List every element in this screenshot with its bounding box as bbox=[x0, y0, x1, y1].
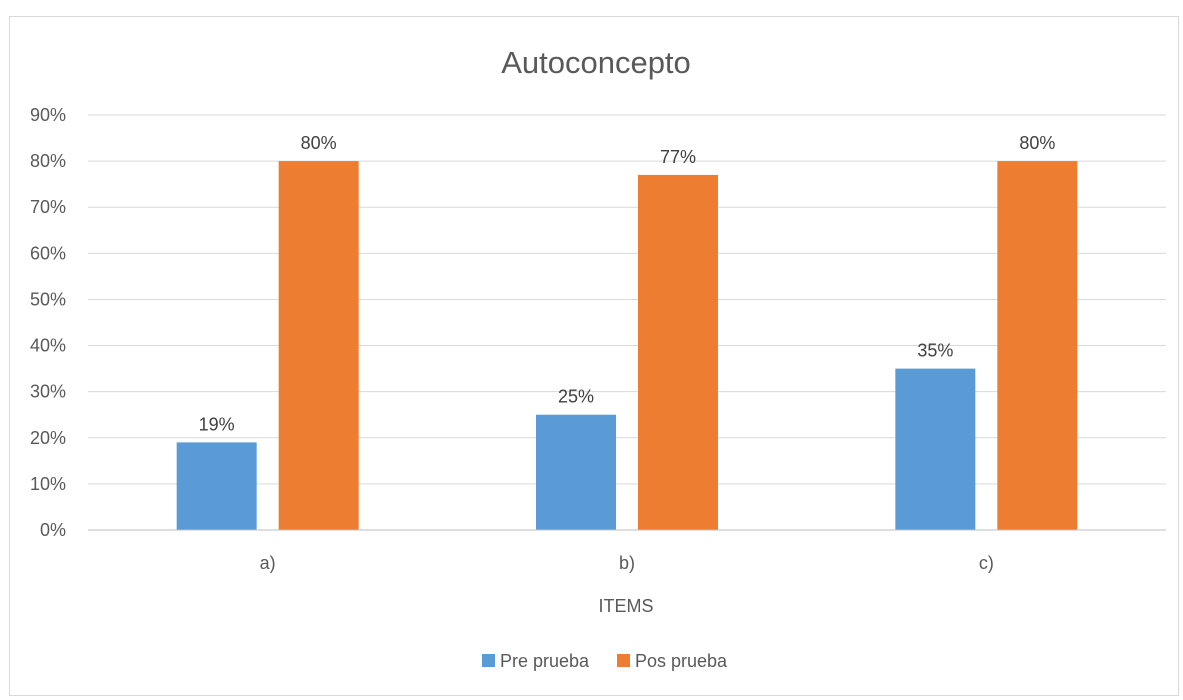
y-tick-label: 90% bbox=[30, 105, 66, 125]
data-label: 25% bbox=[558, 387, 594, 407]
bar-pos-prueba bbox=[278, 161, 359, 530]
x-tick-label: a) bbox=[260, 553, 276, 573]
chart-title: Autoconcepto bbox=[501, 45, 691, 80]
y-tick-label: 0% bbox=[40, 520, 66, 540]
y-tick-label: 10% bbox=[30, 474, 66, 494]
legend-swatch bbox=[617, 654, 630, 667]
y-tick-label: 60% bbox=[30, 243, 66, 263]
bars: 19% 80% 25% 77% 35% 80% bbox=[176, 133, 1078, 530]
data-label: 19% bbox=[199, 414, 235, 434]
data-label: 80% bbox=[1019, 133, 1055, 153]
y-tick-label: 40% bbox=[30, 336, 66, 356]
x-tick-label: b) bbox=[619, 553, 635, 573]
y-axis: 0% 10% 20% 30% 40% 50% 60% 70% 80% 90% bbox=[30, 105, 66, 540]
legend-label: Pre prueba bbox=[500, 651, 590, 671]
x-axis-title: ITEMS bbox=[598, 596, 653, 616]
chart-frame bbox=[9, 16, 1179, 696]
legend-label: Pos prueba bbox=[635, 651, 728, 671]
data-label: 35% bbox=[917, 341, 953, 361]
y-tick-label: 50% bbox=[30, 289, 66, 309]
y-tick-label: 30% bbox=[30, 382, 66, 402]
y-tick-label: 20% bbox=[30, 428, 66, 448]
legend: Pre prueba Pos prueba bbox=[482, 651, 728, 671]
bar-pre-prueba bbox=[176, 442, 257, 530]
bar-pre-prueba bbox=[895, 368, 976, 530]
y-tick-label: 70% bbox=[30, 197, 66, 217]
bar-pre-prueba bbox=[536, 414, 616, 530]
y-tick-label: 80% bbox=[30, 151, 66, 171]
x-tick-label: c) bbox=[979, 553, 994, 573]
data-label: 77% bbox=[660, 147, 696, 167]
data-label: 80% bbox=[301, 133, 337, 153]
legend-swatch bbox=[482, 654, 495, 667]
bar-pos-prueba bbox=[638, 174, 718, 530]
bar-pos-prueba bbox=[997, 161, 1078, 530]
x-axis: a) b) c) bbox=[88, 529, 1166, 573]
